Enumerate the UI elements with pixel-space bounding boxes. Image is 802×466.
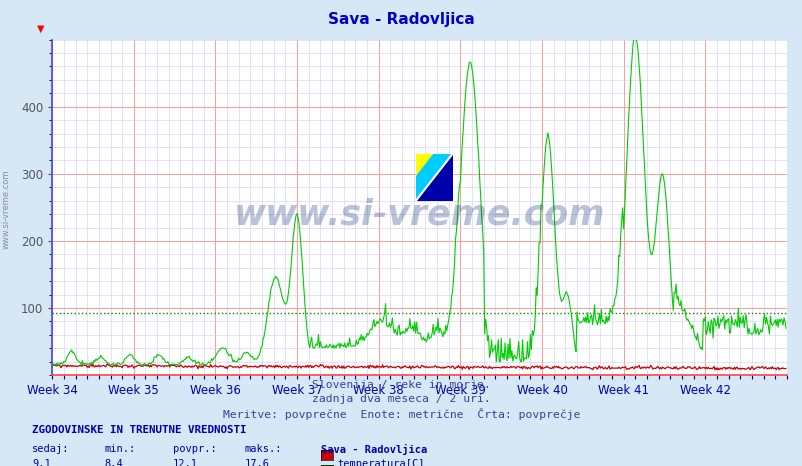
Text: temperatura[C]: temperatura[C] [337, 459, 424, 466]
Text: zadnja dva meseca / 2 uri.: zadnja dva meseca / 2 uri. [312, 394, 490, 404]
Text: Sava - Radovljica: Sava - Radovljica [328, 12, 474, 27]
Text: www.si-vreme.com: www.si-vreme.com [2, 170, 11, 249]
Text: 12,1: 12,1 [172, 459, 197, 466]
Text: povpr.:: povpr.: [172, 444, 216, 453]
Text: Sava - Radovljica: Sava - Radovljica [321, 444, 427, 455]
Text: www.si-vreme.com: www.si-vreme.com [233, 197, 605, 231]
Text: Meritve: povprečne  Enote: metrične  Črta: povprečje: Meritve: povprečne Enote: metrične Črta:… [222, 408, 580, 420]
Text: 9,1: 9,1 [32, 459, 51, 466]
Text: 8,4: 8,4 [104, 459, 123, 466]
Text: Slovenija / reke in morje.: Slovenija / reke in morje. [312, 380, 490, 390]
Polygon shape [415, 154, 452, 201]
Polygon shape [415, 154, 452, 201]
Text: sedaj:: sedaj: [32, 444, 70, 453]
Text: ▼: ▼ [37, 24, 45, 34]
Text: maks.:: maks.: [245, 444, 282, 453]
Text: ZGODOVINSKE IN TRENUTNE VREDNOSTI: ZGODOVINSKE IN TRENUTNE VREDNOSTI [32, 425, 246, 435]
Text: 17,6: 17,6 [245, 459, 269, 466]
Text: min.:: min.: [104, 444, 136, 453]
Polygon shape [415, 154, 452, 201]
